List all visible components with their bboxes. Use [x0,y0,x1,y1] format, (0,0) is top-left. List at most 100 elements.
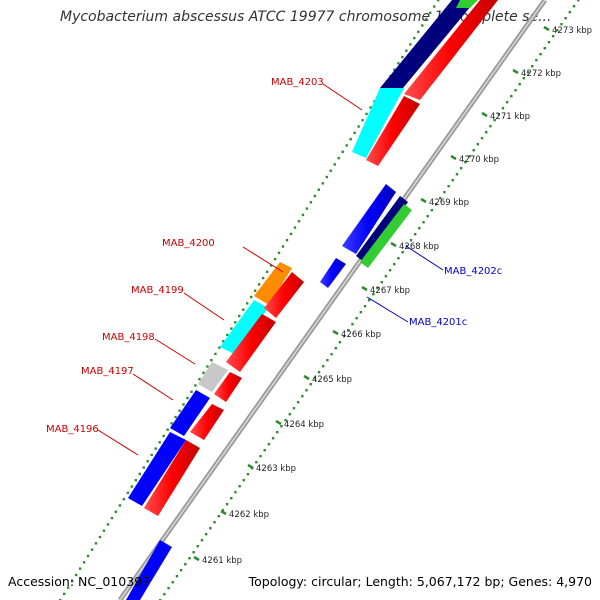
inner-dot [505,101,509,104]
gene-label-mab4203[interactable]: MAB_4203 [271,77,324,88]
feature-grey-mab4197 [198,362,228,392]
inner-dot [334,347,337,350]
inner-dot [430,209,434,212]
cds-blue-mab4202c [342,184,396,254]
inner-dot [200,539,204,542]
outer-dot [62,592,66,596]
outer-dot [74,573,78,577]
inner-dot [192,551,195,554]
inner-dot [443,191,446,194]
outer-dot [357,125,360,128]
inner-dot [342,335,346,338]
outer-dot [313,194,317,198]
outer-dot [333,163,336,166]
tick-label: 4271 kbp [490,112,530,122]
inner-dot [292,407,296,410]
tick-mark [193,555,200,562]
tick-label: 4261 kbp [202,556,242,566]
outer-dot [106,523,110,526]
inner-dot [493,119,496,122]
cds-red-2 [366,96,420,166]
outer-dot [214,352,217,356]
inner-dot [263,449,266,452]
inner-dot [280,425,283,428]
inner-dot [259,455,262,458]
inner-dot [455,173,459,176]
outer-dot [110,516,114,520]
inner-dot [171,581,174,584]
inner-dot [288,413,291,416]
reverse-cds-track [320,184,412,288]
outer-dot [365,112,368,116]
inner-dot [188,557,191,560]
inner-dot [560,23,563,26]
gene-label-mab4196[interactable]: MAB_4196 [46,424,99,435]
outer-dot [66,586,70,589]
gene-label-mab4200[interactable]: MAB_4200 [162,238,215,249]
inner-dot [225,503,229,506]
outer-dot [369,106,372,109]
inner-dot [422,221,425,224]
inner-dot [368,299,371,302]
inner-dot [238,485,241,488]
inner-dot [209,527,212,530]
inner-dot [305,389,308,392]
outer-dot [273,257,277,261]
outer-dot [321,182,325,185]
outer-dot [206,365,209,368]
inner-dot [531,65,534,68]
inner-dot [267,443,271,446]
gene-label-mab4197[interactable]: MAB_4197 [81,366,134,377]
inner-dot [380,281,383,284]
feature-blue-mab4196b [128,432,186,506]
feature-green-top [456,0,478,8]
tick-mark [275,419,282,426]
outer-dot [337,156,340,160]
feature-cyan-mab4199 [220,300,268,355]
outer-dot [405,49,408,52]
tick-label: 4267 kbp [370,286,410,296]
inner-dot [439,197,442,200]
inner-dot [426,215,429,218]
outer-dot [289,232,293,236]
gene-label-mab4202c[interactable]: MAB_4202c [444,266,502,277]
tick-label: 4269 kbp [429,198,469,208]
inner-dot [464,161,467,164]
outer-dot [285,239,289,242]
outer-dot [234,321,237,324]
forward-strand-outer [126,0,478,600]
inner-dot [217,515,220,518]
feature-navy-top [380,0,476,88]
inner-dot [468,155,471,158]
outer-dot [297,220,301,223]
gene-label-mab4199[interactable]: MAB_4199 [131,285,184,296]
inner-dot [526,71,530,74]
inner-dot [572,5,576,8]
inner-dot [338,341,342,344]
outer-dot [301,213,305,217]
outer-dot [138,472,141,476]
outer-dot [194,384,197,387]
outer-dot-ring [59,0,440,600]
outer-dot [393,68,396,71]
tick-mark [220,509,227,516]
gene-label-mab4198[interactable]: MAB_4198 [102,332,155,343]
tick-mark [303,374,310,381]
inner-dot [376,287,379,290]
outer-dot [345,144,348,147]
outer-dot [118,504,122,507]
outer-dot [281,245,285,248]
gene-label-mab4201c[interactable]: MAB_4201c [409,317,467,328]
outer-dot [409,43,412,46]
inner-dot [359,311,363,314]
inner-dot [472,149,475,152]
inner-dot [301,395,304,398]
outer-dot [253,289,257,292]
outer-dot [114,510,118,513]
inner-dot [309,383,312,386]
tick-label: 4270 kbp [459,155,499,165]
gene-labels: MAB_4203 MAB_4200 MAB_4199 MAB_4198 MAB_… [46,77,502,435]
outer-dot [341,150,344,153]
inner-dot [355,317,358,320]
outer-dot [102,529,106,532]
